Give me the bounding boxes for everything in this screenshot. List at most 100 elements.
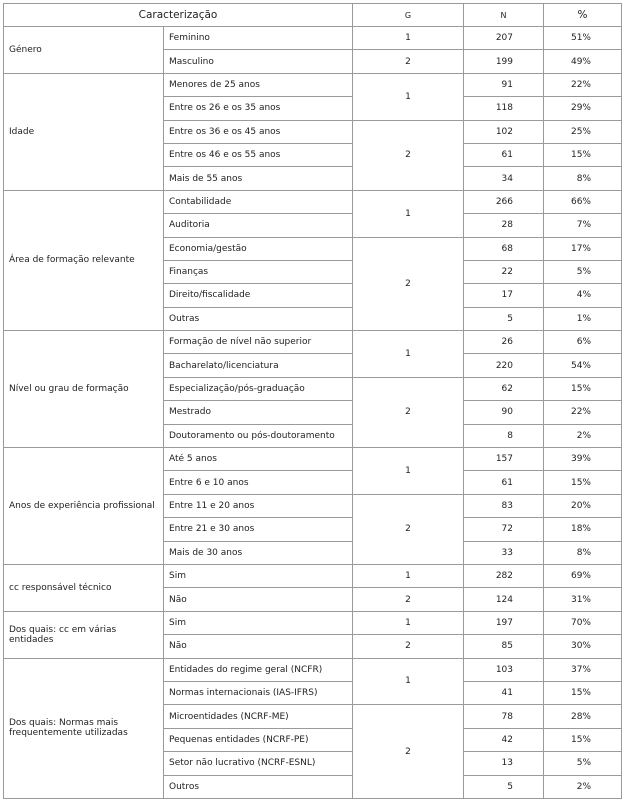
row-label: Mais de 55 anos <box>163 166 353 191</box>
row-label: Sim <box>163 563 353 589</box>
pct-cell: 51% <box>543 25 622 51</box>
pct-cell: 15% <box>543 727 622 753</box>
group-label: Dos quais: cc em várias entidades <box>3 610 164 659</box>
n-cell: 91 <box>463 72 544 98</box>
table-row: Área de formação relevante Contabilidade 1… <box>3 189 622 332</box>
n-cell: 61 <box>463 470 544 495</box>
row-label: Entre 21 e 30 anos <box>163 517 353 542</box>
n-cell: 34 <box>463 166 544 191</box>
group-label: Área de formação relevante <box>3 189 164 332</box>
row-label: Entre os 26 e os 35 anos <box>163 96 353 121</box>
pct-cell: 5% <box>543 751 622 776</box>
g-cell: 1 <box>352 330 464 378</box>
g-cell: 1 <box>352 563 464 589</box>
pct-cell: 28% <box>543 704 622 729</box>
row-label: Não <box>163 634 353 659</box>
n-cell: 72 <box>463 517 544 542</box>
g-cell: 1 <box>352 447 464 495</box>
group-label: Idade <box>3 72 164 191</box>
header-cell: Caracterização <box>3 3 353 27</box>
n-cell: 42 <box>463 727 544 753</box>
table-row: Especialização/pós-graduação 2 62 15% <box>4 376 622 449</box>
g-cell: 2 <box>352 119 464 191</box>
table-row: Masculino 2 199 49% <box>4 49 622 74</box>
g-cell: 1 <box>352 189 464 238</box>
n-cell: 197 <box>463 610 544 636</box>
n-cell: 28 <box>463 213 544 238</box>
row-label: Entre 11 e 20 anos <box>163 493 353 519</box>
row-label: Pequenas entidades (NCRF-PE) <box>163 727 353 753</box>
row-label: Mais de 30 anos <box>163 540 353 565</box>
pct-cell: 22% <box>543 400 622 425</box>
row-label: Doutoramento ou pós-doutoramento <box>163 423 353 449</box>
row-label: Outras <box>163 306 353 332</box>
table-row: Doutoramento ou pós-doutoramento 8 2% <box>4 423 622 449</box>
pct-cell: 15% <box>543 142 622 168</box>
row-label: Finanças <box>163 259 353 285</box>
n-cell: 220 <box>463 353 544 378</box>
n-cell: 13 <box>463 751 544 776</box>
row-label: Auditoria <box>163 213 353 238</box>
row-label: Feminino <box>163 25 353 51</box>
pct-cell: 37% <box>543 657 622 682</box>
row-label: Menores de 25 anos <box>163 72 353 98</box>
n-cell: 62 <box>463 376 544 402</box>
n-cell: 102 <box>463 119 544 144</box>
table-row: Mais de 55 anos 34 8% <box>4 166 622 191</box>
n-cell: 5 <box>463 774 544 799</box>
header-row: Caracterização G N % <box>3 3 622 27</box>
pct-cell: 15% <box>543 376 622 402</box>
data-table: Caracterização G N % Género Feminino 1 207 5… <box>3 3 622 799</box>
row-label: Setor não lucrativo (NCRF-ESNL) <box>163 751 353 776</box>
g-cell: 1 <box>352 72 464 121</box>
pct-cell: 8% <box>543 540 622 565</box>
header-cell: G <box>352 3 464 27</box>
pct-cell: 18% <box>543 517 622 542</box>
table-row: Idade Menores de 25 anos 1 91 22% <box>3 72 622 191</box>
n-cell: 83 <box>463 493 544 519</box>
row-label: Contabilidade <box>163 189 353 215</box>
n-cell: 282 <box>463 563 544 589</box>
table-row: Não 2 85 30% <box>4 634 622 659</box>
group-label: Género <box>3 26 164 74</box>
g-cell: 2 <box>352 493 464 565</box>
row-label: Masculino <box>163 49 353 74</box>
table-row: Nível ou grau de formação Formação de nív… <box>3 330 622 449</box>
n-cell: 61 <box>463 142 544 168</box>
pct-cell: 29% <box>543 96 622 121</box>
table-row: cc responsável técnico Sim 1 282 69% <box>3 563 622 612</box>
n-cell: 90 <box>463 400 544 425</box>
n-cell: 22 <box>463 259 544 285</box>
table-row: Outros 5 2% <box>4 774 622 799</box>
n-cell: 41 <box>463 680 544 706</box>
header-cell: % <box>543 3 622 27</box>
n-cell: 103 <box>463 657 544 682</box>
table-row: Entre os 46 e os 55 anos 61 15% <box>4 142 622 168</box>
n-cell: 207 <box>463 25 544 51</box>
row-label: Até 5 anos <box>163 447 353 472</box>
table-row: Direito/fiscalidade 17 4% <box>4 283 622 308</box>
row-label: Entre os 36 e os 45 anos <box>163 119 353 144</box>
pct-cell: 30% <box>543 634 622 659</box>
row-label: Economia/gestão <box>163 236 353 261</box>
n-cell: 17 <box>463 283 544 308</box>
pct-cell: 66% <box>543 189 622 215</box>
pct-cell: 6% <box>543 330 622 355</box>
group-label: Dos quais: Normas mais frequentemente ut… <box>3 657 164 799</box>
pct-cell: 54% <box>543 353 622 378</box>
pct-cell: 7% <box>543 213 622 238</box>
n-cell: 8 <box>463 423 544 449</box>
row-label: Entre os 46 e os 55 anos <box>163 142 353 168</box>
pct-cell: 25% <box>543 119 622 144</box>
pct-cell: 69% <box>543 563 622 589</box>
n-cell: 5 <box>463 306 544 332</box>
pct-cell: 15% <box>543 470 622 495</box>
row-label: Outros <box>163 774 353 799</box>
pct-cell: 31% <box>543 587 622 612</box>
row-label: Sim <box>163 610 353 636</box>
n-cell: 157 <box>463 447 544 472</box>
row-label: Entidades do regime geral (NCFR) <box>163 657 353 682</box>
header-cell: N <box>463 3 544 27</box>
table-row: Auditoria 28 7% <box>4 213 622 238</box>
